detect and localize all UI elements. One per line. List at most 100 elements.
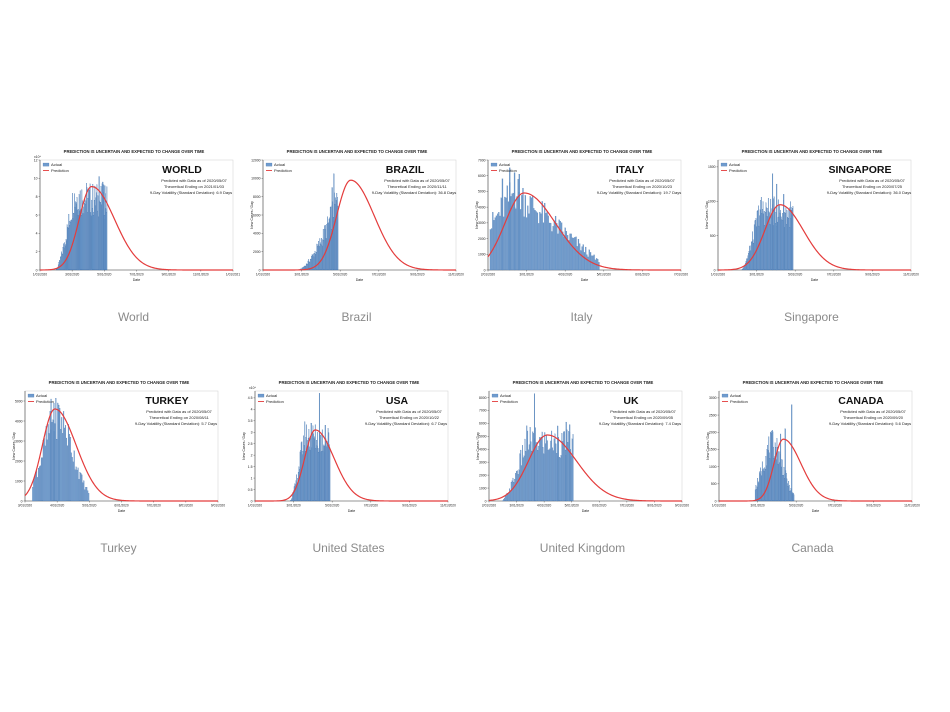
y-tick-label: 4000 — [479, 448, 487, 452]
brazil-chart: PREDICTION IS UNCERTAIN AND EXPECTED TO … — [250, 149, 464, 282]
legend-swatch-actual — [257, 393, 265, 398]
actual-bar — [506, 492, 508, 502]
y-axis-label: New Cases / Day — [476, 432, 480, 460]
actual-bar — [575, 236, 577, 271]
x-tick-label: 5/01/2020 — [788, 273, 802, 277]
y-tick-label: 2000 — [15, 459, 23, 463]
y-tick-label: 0.5 — [248, 488, 253, 492]
legend-swatch-actual — [490, 162, 498, 167]
actual-bars — [754, 404, 795, 502]
prediction-date-text: Predicted with Data as of 2020/05/07 — [610, 409, 676, 414]
actual-bar — [562, 231, 564, 271]
actual-bar — [88, 493, 90, 502]
volatility-text: 9-Day Volatility (Standard Deviation): 1… — [597, 190, 681, 195]
legend-label-actual: Actual — [499, 162, 510, 167]
legend-label-actual: Actual — [51, 162, 62, 167]
actual-bar — [583, 252, 586, 271]
actual-bar — [521, 195, 523, 271]
x-tick-label: 2/01/2020 — [482, 504, 496, 508]
legend-label-actual: Actual — [500, 393, 511, 398]
legend-label-prediction: Prediction — [36, 399, 54, 404]
legend-swatch-actual — [27, 393, 35, 398]
country-title: USA — [386, 395, 409, 407]
actual-bar — [509, 488, 511, 502]
actual-bar — [550, 440, 552, 502]
volatility-text: 9-Day Volatility (Standard Deviation): 3… — [827, 190, 911, 195]
actual-bar — [532, 195, 534, 271]
actual-bar — [44, 445, 46, 502]
actual-bar — [81, 474, 83, 502]
legend-swatch-actual — [491, 393, 499, 398]
actual-bar — [511, 193, 513, 271]
y-tick-label: 2 — [251, 453, 253, 457]
actual-bar — [559, 457, 561, 502]
actual-bar — [558, 219, 560, 271]
y-tick-label: 0 — [21, 499, 23, 503]
chart-panel-turkey: PREDICTION IS UNCERTAIN AND EXPECTED TO … — [11, 377, 226, 577]
actual-bar — [63, 411, 65, 502]
y-axis-label: New Cases / Day — [250, 201, 254, 229]
actual-bar — [548, 449, 550, 502]
y-tick-label: 1000 — [478, 253, 486, 257]
plot-area — [718, 390, 913, 502]
actual-bar — [776, 183, 778, 271]
actual-bar — [503, 499, 505, 502]
actual-bar — [576, 246, 578, 271]
actual-bar — [53, 402, 55, 502]
actual-bar — [554, 433, 556, 502]
actual-bar — [517, 179, 519, 271]
actual-bar — [504, 496, 506, 502]
actual-bar — [498, 212, 500, 271]
actual-bar — [533, 433, 535, 502]
plot-area — [262, 159, 457, 271]
actual-bars — [32, 398, 90, 502]
actual-bar — [513, 172, 516, 271]
ending-date-text: Theoretical Ending on 2020/08/11 — [149, 415, 210, 420]
legend-label-prediction: Prediction — [266, 399, 284, 404]
volatility-text: 9-Day Volatility (Standard Deviation): 7… — [599, 421, 681, 426]
actual-bar — [66, 437, 67, 502]
actual-bar — [524, 195, 526, 271]
x-tick-label: 11/01/2020 — [903, 273, 919, 277]
actual-bar — [542, 447, 544, 502]
actual-bar — [58, 404, 60, 502]
ending-date-text: Theoretical Ending on 2020/09/05 — [613, 415, 674, 420]
chart-banner: PREDICTION IS UNCERTAIN AND EXPECTED TO … — [743, 380, 884, 385]
x-tick-label: 9/01/2020 — [211, 504, 225, 508]
x-axis-label: Date — [118, 509, 126, 513]
actual-bar — [310, 422, 312, 502]
actual-bar — [66, 445, 68, 502]
x-tick-label: 7/01/2020 — [364, 504, 378, 508]
prediction-date-text: Predicted with Data as of 2020/05/07 — [161, 178, 227, 183]
y-tick-label: 3000 — [479, 460, 487, 464]
x-tick-label: 1/01/2020 — [248, 504, 262, 508]
actual-bar — [542, 222, 545, 271]
actual-bar — [43, 438, 45, 502]
x-tick-label: 3/01/2020 — [750, 273, 764, 277]
y-axis-exponent: x10⁴ — [249, 386, 256, 390]
actual-bar — [491, 228, 493, 271]
actual-bar — [78, 479, 80, 502]
actual-bar — [80, 473, 82, 502]
actual-bar — [505, 495, 507, 502]
x-tick-label: 11/01/2020 — [904, 504, 920, 508]
x-tick-label: 9/01/2020 — [162, 273, 176, 277]
actual-bar — [85, 487, 87, 502]
ending-date-text: Theoretical Ending on 2021/01/03 — [164, 184, 225, 189]
actual-bar — [519, 209, 522, 271]
y-tick-label: 4000 — [478, 205, 486, 209]
x-tick-label: 4/01/2020 — [537, 504, 551, 508]
prediction-curve — [487, 192, 681, 271]
ending-date-text: Theoretical Ending on 2020/11/11 — [387, 184, 447, 189]
y-tick-label: 4.5 — [248, 396, 253, 400]
actual-bar — [79, 471, 81, 502]
y-tick-label: 6000 — [479, 422, 487, 426]
y-axis-label: New Cases / Day — [475, 201, 479, 229]
actual-bar — [557, 233, 559, 271]
actual-bar — [540, 437, 542, 502]
actual-bar — [543, 453, 545, 502]
x-axis-label: Date — [356, 278, 364, 282]
